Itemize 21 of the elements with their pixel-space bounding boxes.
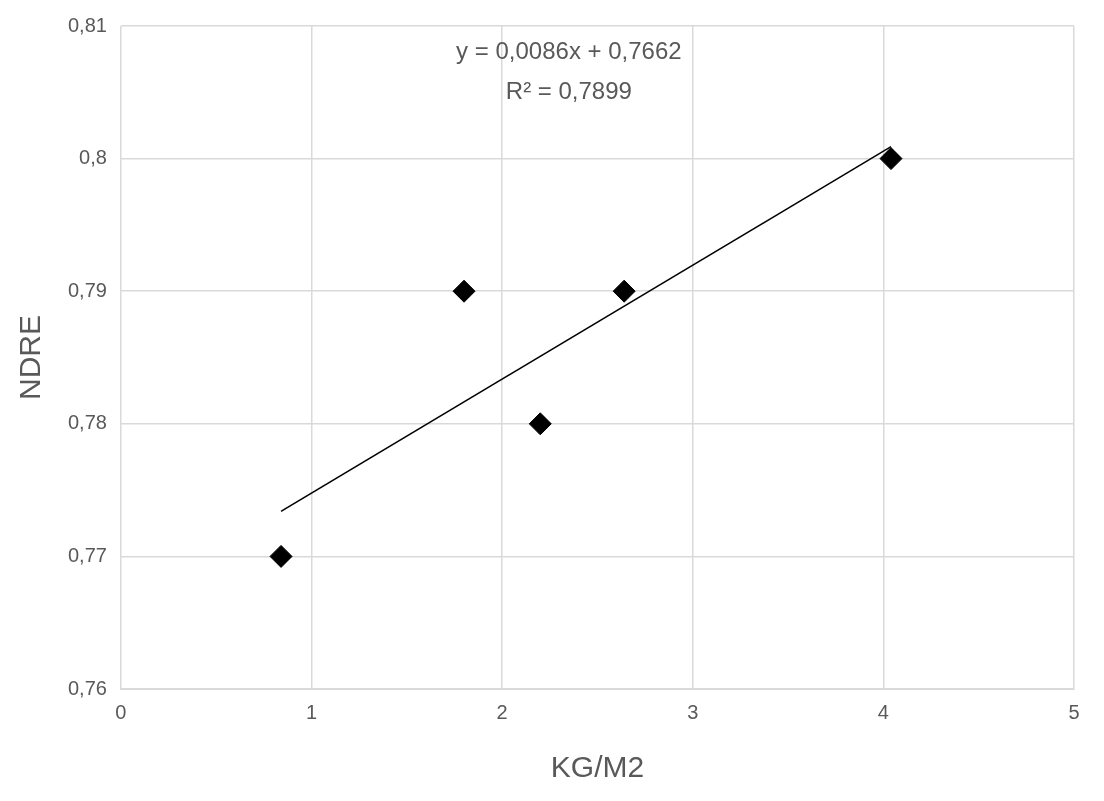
x-tick-label: 0 <box>115 700 127 723</box>
point <box>528 412 552 436</box>
y-tick-label: 0,8 <box>79 146 107 169</box>
point <box>879 147 903 171</box>
point <box>612 279 636 303</box>
x-tick-label: 3 <box>687 700 699 723</box>
y-tick-label: 0,77 <box>67 543 107 566</box>
point <box>269 544 293 568</box>
x-tick-label: 2 <box>496 700 508 723</box>
x-tick-label: 1 <box>305 700 318 723</box>
y-tick-label: 0,78 <box>67 411 107 434</box>
annotation: R² = 0,7899 <box>505 76 632 104</box>
y-tick-label: 0,81 <box>67 13 107 36</box>
x-tick-label: 4 <box>877 700 889 723</box>
point <box>452 279 476 303</box>
y-axis-title: NDRE <box>13 314 47 401</box>
annotation: y = 0,0086x + 0,7662 <box>456 36 682 64</box>
x-axis-title: KG/M2 <box>550 750 645 784</box>
y-tick-label: 0,76 <box>67 676 107 699</box>
x-tick-label: 5 <box>1068 700 1080 723</box>
y-tick-label: 0,79 <box>67 278 107 301</box>
